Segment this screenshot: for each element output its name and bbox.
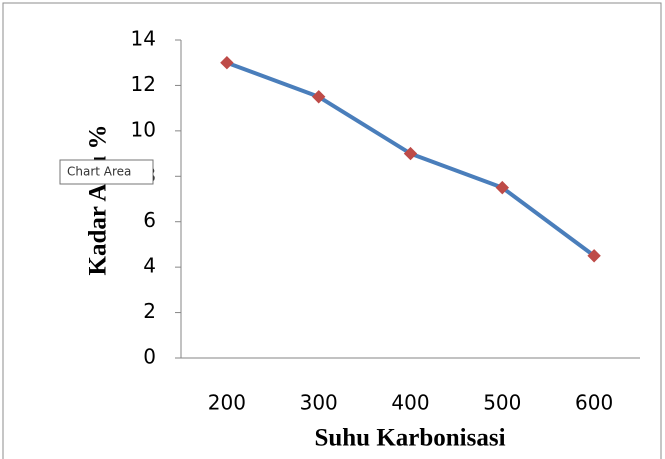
x-tick-label: 300 bbox=[300, 391, 338, 415]
y-tick-label: 6 bbox=[143, 208, 156, 232]
x-tick-label: 500 bbox=[483, 391, 521, 415]
data-point bbox=[311, 90, 326, 104]
y-tick-label: 12 bbox=[131, 72, 156, 96]
y-tick-label: 4 bbox=[143, 254, 156, 278]
tooltip-box bbox=[59, 159, 154, 185]
x-tick-label: 200 bbox=[208, 391, 246, 415]
data-point bbox=[495, 180, 510, 195]
x-axis-title: Suhu Karbonisasi bbox=[314, 425, 505, 452]
tooltip-text: Chart Area bbox=[67, 165, 131, 179]
data-point bbox=[220, 56, 234, 70]
y-tick-label: 14 bbox=[131, 27, 156, 51]
data-point bbox=[403, 146, 418, 161]
y-axis-title: Kadar Abu % bbox=[85, 125, 112, 276]
y-tick-label: 10 bbox=[131, 117, 156, 141]
plot-area: 02468101214200300400500600 bbox=[131, 27, 640, 415]
y-tick-label: 0 bbox=[143, 345, 156, 369]
x-tick-label: 600 bbox=[575, 391, 613, 415]
x-tick-label: 400 bbox=[391, 391, 429, 415]
y-tick-label: 2 bbox=[143, 299, 156, 323]
data-point bbox=[587, 249, 601, 263]
tooltip: Chart Area bbox=[59, 159, 154, 185]
